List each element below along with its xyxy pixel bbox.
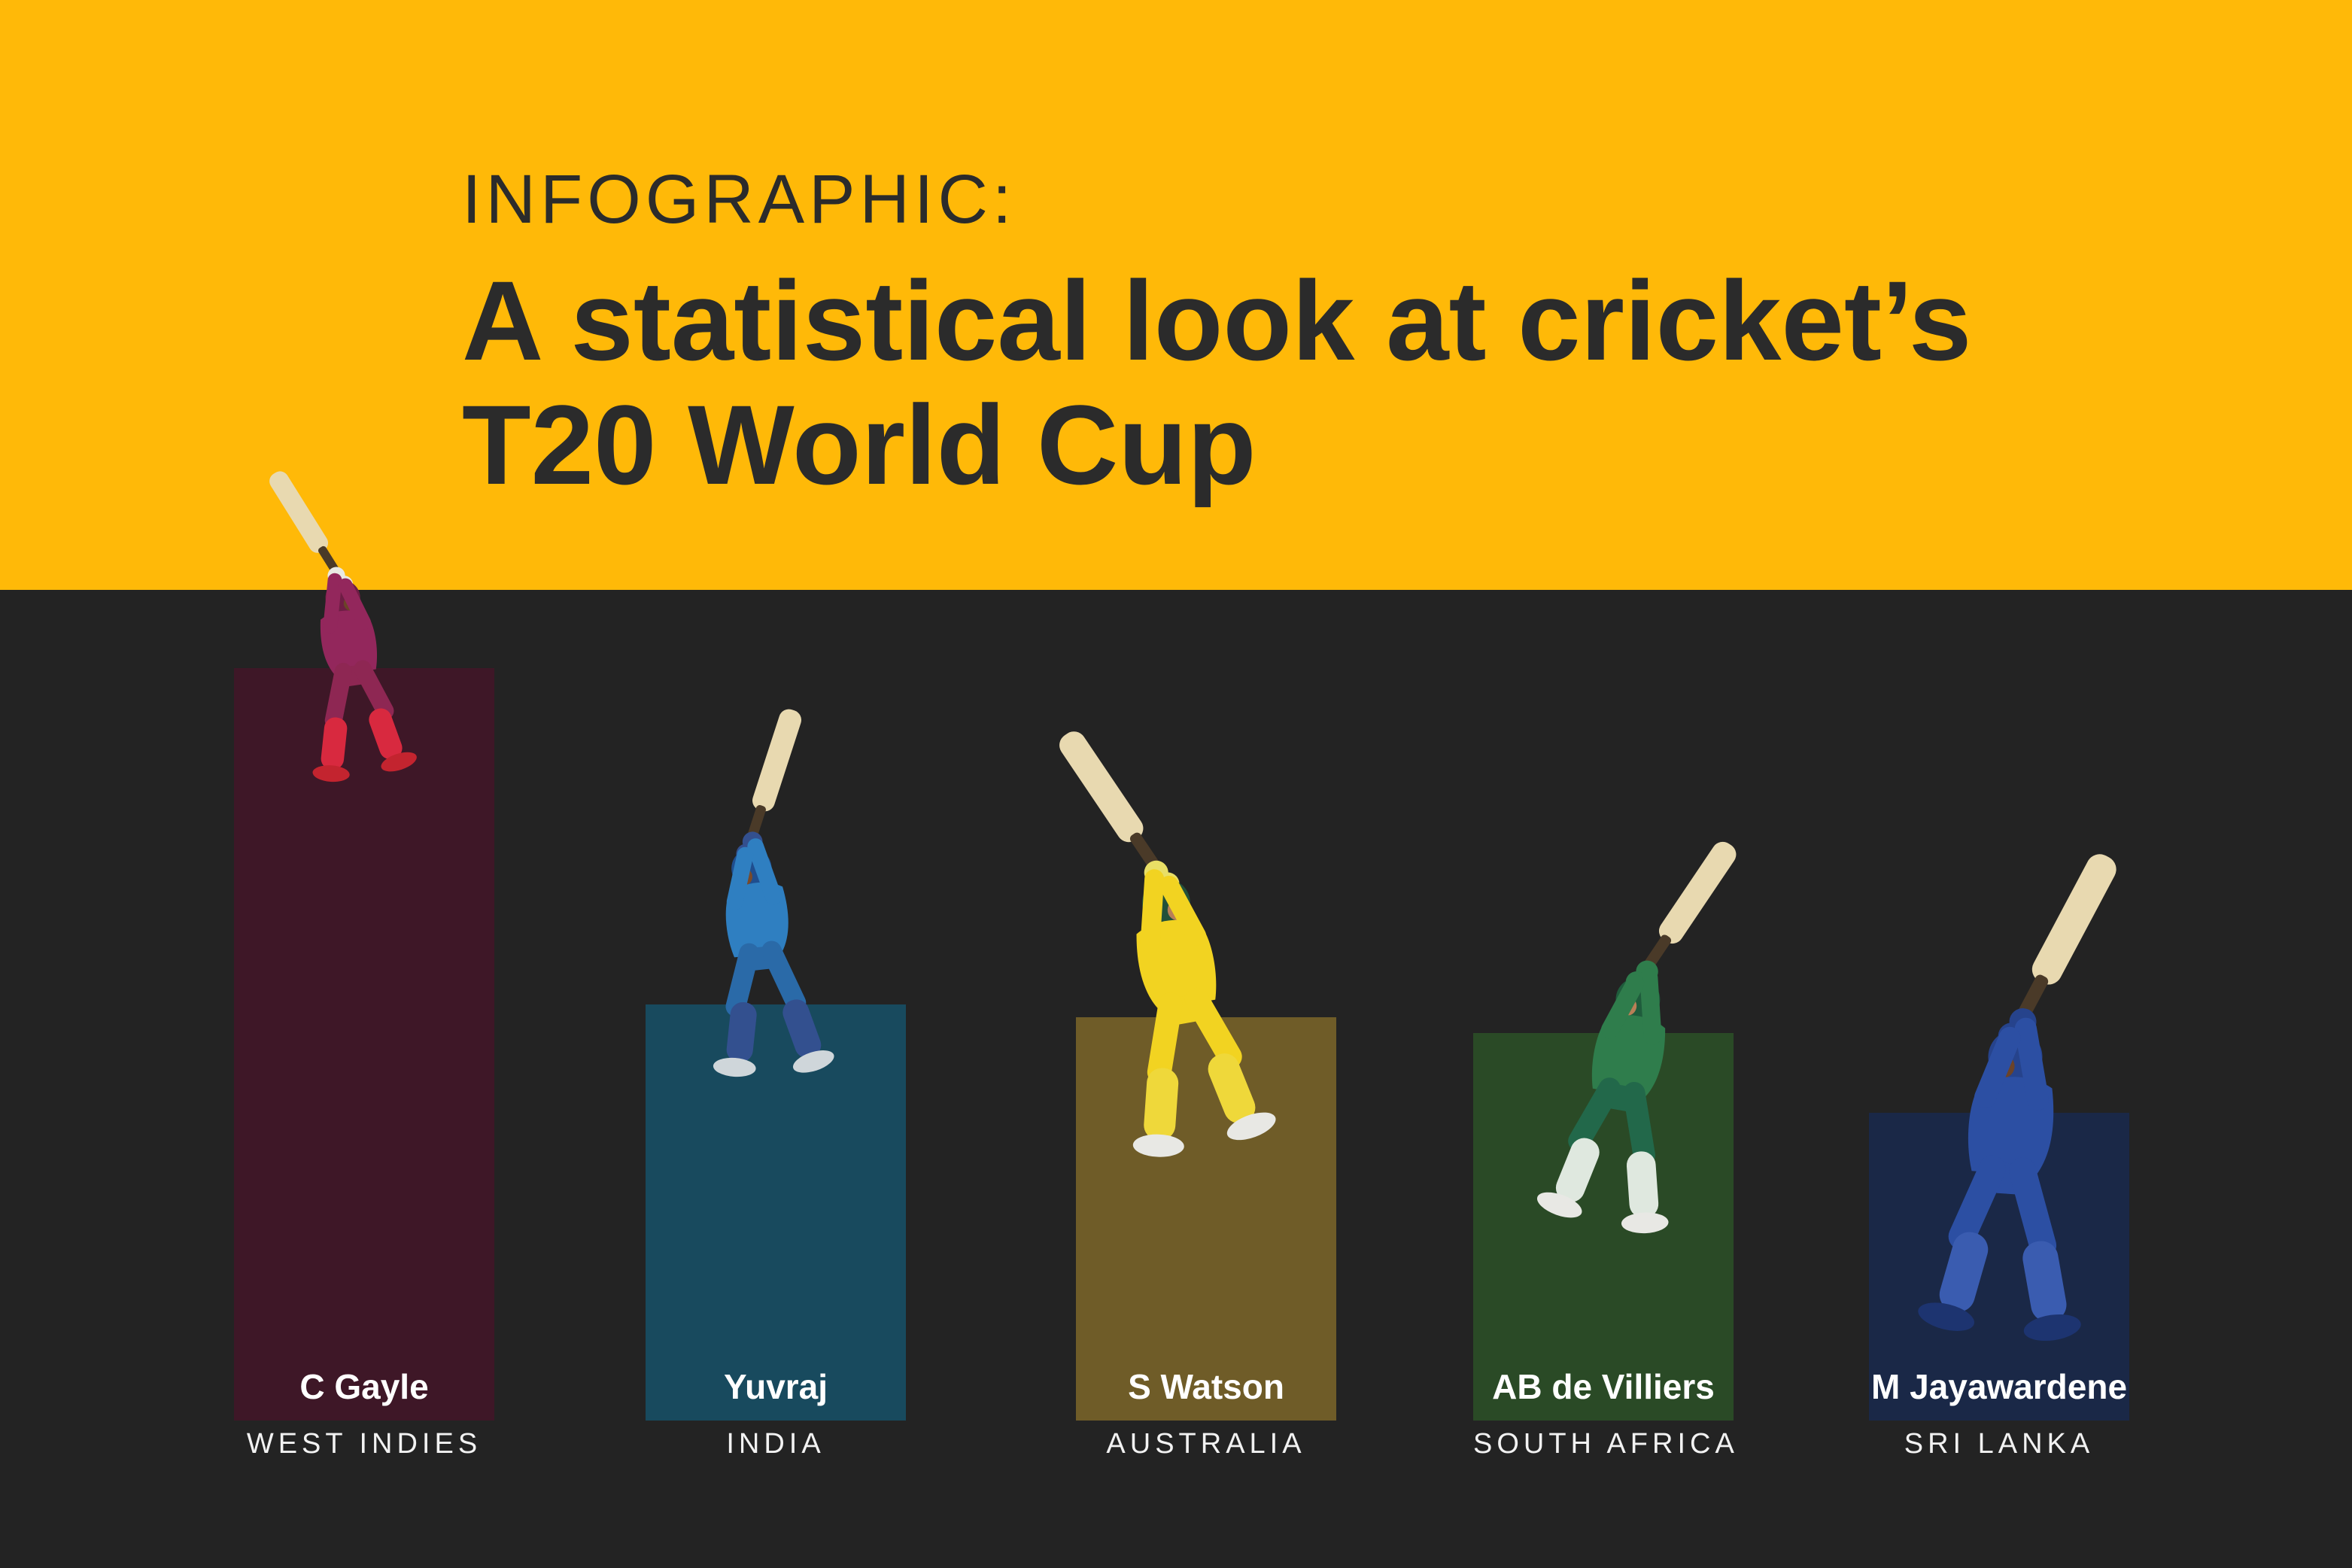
header-band xyxy=(0,0,2352,590)
arm xyxy=(2014,1017,2050,1111)
bar: Yuvraj xyxy=(646,1004,906,1421)
pad xyxy=(782,999,822,1059)
arm xyxy=(338,578,372,630)
bat-icon xyxy=(269,471,340,575)
player-figure-s-watson xyxy=(979,680,1354,1177)
batsman-figure xyxy=(1059,731,1276,1157)
bat-icon xyxy=(1059,731,1160,871)
shoe xyxy=(312,765,350,782)
player-name: C Gayle xyxy=(299,1367,429,1406)
arm xyxy=(1600,974,1645,1039)
pad xyxy=(726,1001,757,1063)
pad xyxy=(1939,1232,1989,1312)
batsman-figure xyxy=(1536,841,1737,1234)
leg xyxy=(725,943,759,1017)
page-title: A statistical look at cricket’s T20 Worl… xyxy=(462,259,1971,507)
batsman-figure xyxy=(1918,854,2116,1342)
leg xyxy=(354,660,394,720)
bar: S Watson xyxy=(1076,1017,1336,1421)
leg xyxy=(1147,992,1183,1085)
player-name: S Watson xyxy=(1128,1367,1284,1406)
country-label: AUSTRALIA xyxy=(1106,1428,1306,1460)
player-name: AB de Villiers xyxy=(1492,1367,1715,1406)
shoe xyxy=(2023,1314,2081,1342)
leg xyxy=(1948,1155,2006,1250)
pad xyxy=(369,708,403,760)
arm xyxy=(1140,869,1165,953)
pad xyxy=(2022,1241,2067,1322)
leg xyxy=(1568,1077,1621,1153)
header: INFOGRAPHIC: A statistical look at crick… xyxy=(462,161,1971,507)
title-line-1: A statistical look at cricket’s xyxy=(462,257,1972,384)
shoe xyxy=(1918,1302,1974,1331)
country-label: SOUTH AFRICA xyxy=(1473,1428,1739,1460)
pad xyxy=(1208,1053,1256,1123)
player-figure-c-gayle xyxy=(211,439,473,794)
player-name: Yuvraj xyxy=(723,1367,828,1406)
leg xyxy=(2009,1157,2057,1260)
bat-icon xyxy=(1643,841,1737,971)
batsman-figure xyxy=(269,471,417,782)
arm xyxy=(726,846,754,910)
leg xyxy=(761,940,807,1013)
pad xyxy=(1144,1068,1179,1141)
pad xyxy=(1626,1151,1659,1218)
kicker-text: INFOGRAPHIC: xyxy=(462,161,1016,238)
shoe xyxy=(1536,1192,1582,1218)
player-name: M Jayawardene xyxy=(1870,1367,2128,1406)
country-label: SRI LANKA xyxy=(1904,1428,2095,1460)
bat-icon xyxy=(2017,854,2116,1020)
shoe xyxy=(1132,1134,1184,1157)
pad xyxy=(1555,1138,1600,1202)
shoe xyxy=(713,1057,756,1077)
bat-icon xyxy=(747,709,802,840)
shoe xyxy=(381,752,417,772)
arm xyxy=(1159,875,1207,946)
shoe xyxy=(1621,1212,1669,1234)
arm xyxy=(1974,1026,2021,1108)
shoe xyxy=(792,1050,834,1073)
country-label: INDIA xyxy=(726,1428,825,1460)
player-figure-yuvraj xyxy=(613,688,903,1089)
batsman-figure xyxy=(713,709,834,1077)
arm xyxy=(323,573,342,634)
player-figure-ab-de-villiers xyxy=(1466,795,1810,1252)
leg xyxy=(324,663,352,729)
title-line-2: T20 World Cup xyxy=(462,381,1257,509)
leg xyxy=(1623,1081,1655,1167)
pad xyxy=(321,717,348,770)
bar: C Gayle xyxy=(234,668,494,1421)
shoe xyxy=(1226,1112,1276,1141)
leg xyxy=(1184,987,1242,1069)
arm xyxy=(747,838,782,905)
country-label: WEST INDIES xyxy=(246,1428,482,1460)
arm xyxy=(1639,968,1662,1045)
player-figure-m-jayawardene xyxy=(1832,821,2205,1351)
